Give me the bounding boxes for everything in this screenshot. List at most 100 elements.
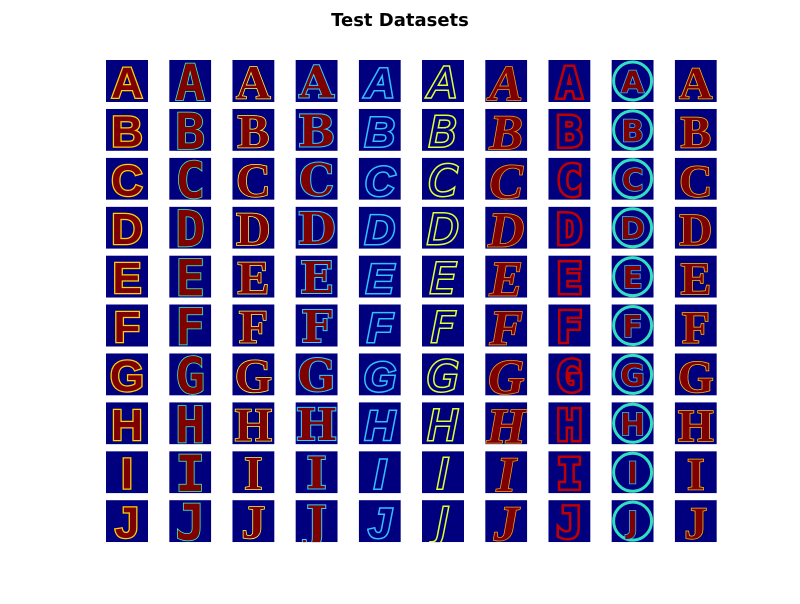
tile: F (106, 303, 148, 352)
letter-glyph: F (557, 303, 582, 352)
tile-background (674, 157, 717, 200)
tile-background (232, 353, 275, 396)
tile: G (295, 353, 338, 396)
tile: H (485, 402, 528, 445)
tile-background (106, 157, 148, 200)
tile: A (358, 60, 401, 102)
letter-glyph: J (175, 494, 205, 552)
tile-background (232, 402, 275, 445)
tile: C (106, 156, 148, 205)
tile: H (358, 402, 401, 445)
tile-background (485, 255, 528, 298)
letter-glyph: H (111, 401, 143, 450)
tile-background (422, 500, 464, 543)
tile-background (548, 304, 591, 347)
tile: G (548, 353, 591, 396)
tile: C (674, 157, 717, 200)
tile: B (106, 108, 148, 151)
tile-background (295, 500, 338, 543)
letter-glyph: J (684, 498, 707, 549)
letter-glyph: B (175, 103, 205, 161)
tile: D (106, 206, 148, 249)
letter-glyph: E (237, 252, 269, 305)
tile-background (106, 60, 148, 102)
tile: B (485, 108, 528, 151)
tile: C (611, 157, 654, 200)
tile: J (674, 498, 717, 549)
tile: C (485, 157, 528, 200)
tile-background (106, 402, 148, 445)
letter-glyph: B (621, 114, 644, 149)
letter-glyph: J (241, 497, 265, 550)
tile-ring (612, 451, 654, 493)
letter-glyph: C (111, 156, 143, 205)
letter-glyph: D (298, 204, 336, 255)
tile-background (106, 304, 148, 347)
letter-glyph: H (620, 408, 645, 443)
letter-glyph: A (621, 66, 645, 101)
tile: B (548, 108, 591, 151)
tile: I (232, 451, 275, 494)
tile: A (674, 60, 717, 102)
tile-background (674, 60, 717, 102)
tile-background (422, 108, 464, 151)
letter-glyph: E (489, 251, 523, 307)
tile: D (358, 206, 401, 253)
tile: I (611, 451, 654, 494)
tile: F (232, 304, 275, 347)
tile: H (674, 402, 717, 445)
tile-background (295, 206, 338, 249)
tile: J (611, 500, 654, 543)
letter-glyph: D (236, 203, 271, 256)
letter-glyph: E (112, 254, 141, 303)
tile: H (548, 402, 591, 445)
letter-glyph: C (236, 154, 271, 207)
tile-ring (612, 158, 654, 200)
tile-background (674, 206, 717, 249)
letter-glyph: G (363, 353, 396, 400)
tile-background (295, 60, 338, 102)
tile-background (106, 255, 148, 298)
tile: B (232, 108, 275, 151)
letter-glyph: D (175, 201, 205, 259)
tile: A (611, 60, 654, 102)
letter-glyph: C (557, 156, 582, 205)
letter-glyph: B (680, 106, 711, 157)
tile-background (485, 206, 528, 249)
letter-glyph: J (493, 495, 521, 551)
letter-glyph: J (625, 506, 638, 541)
tile-background (232, 255, 275, 298)
tile-background (169, 304, 212, 347)
letter-glyph: D (427, 205, 459, 254)
tile: J (169, 494, 212, 552)
tile: I (548, 451, 591, 494)
tile-background (295, 108, 338, 151)
letter-glyph: D (365, 206, 395, 253)
tile: H (169, 396, 212, 454)
letter-glyph: F (175, 299, 205, 357)
tile-background (485, 402, 528, 445)
tile: E (674, 255, 717, 298)
letter-glyph: H (175, 396, 205, 454)
tile-background (358, 255, 401, 298)
tile-background (169, 255, 212, 298)
tile: E (106, 254, 148, 303)
tile-background (232, 500, 275, 543)
letter-glyph: I (627, 457, 638, 492)
tile: D (422, 205, 464, 254)
letter-glyph: C (299, 155, 334, 206)
tile-background (548, 108, 591, 151)
letter-glyph: E (366, 255, 396, 302)
tile: I (674, 451, 717, 494)
letter-glyph: I (175, 445, 205, 503)
tile-background (295, 255, 338, 298)
tile-ring (612, 256, 654, 298)
tile-background (485, 304, 528, 347)
tile-background (422, 304, 464, 347)
tile-background (169, 500, 212, 543)
tile: I (485, 451, 528, 494)
tile: E (548, 255, 591, 298)
letter-glyph: F (114, 303, 141, 352)
tile: A (232, 60, 275, 102)
